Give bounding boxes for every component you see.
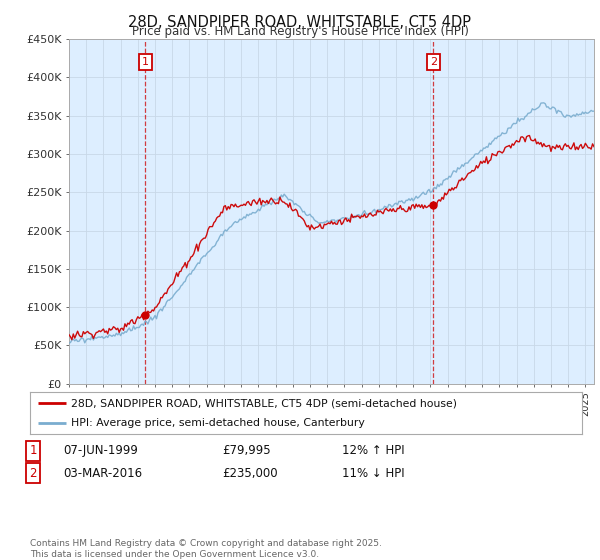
Text: 2: 2 — [430, 57, 437, 67]
Text: 28D, SANDPIPER ROAD, WHITSTABLE, CT5 4DP (semi-detached house): 28D, SANDPIPER ROAD, WHITSTABLE, CT5 4DP… — [71, 398, 457, 408]
Text: £79,995: £79,995 — [222, 444, 271, 458]
Text: 1: 1 — [142, 57, 149, 67]
Text: £235,000: £235,000 — [222, 466, 278, 480]
Text: 1: 1 — [29, 444, 37, 458]
Text: 03-MAR-2016: 03-MAR-2016 — [63, 466, 142, 480]
Text: Contains HM Land Registry data © Crown copyright and database right 2025.
This d: Contains HM Land Registry data © Crown c… — [30, 539, 382, 559]
Text: 12% ↑ HPI: 12% ↑ HPI — [342, 444, 404, 458]
Text: 28D, SANDPIPER ROAD, WHITSTABLE, CT5 4DP: 28D, SANDPIPER ROAD, WHITSTABLE, CT5 4DP — [128, 15, 472, 30]
Text: Price paid vs. HM Land Registry's House Price Index (HPI): Price paid vs. HM Land Registry's House … — [131, 25, 469, 38]
Text: HPI: Average price, semi-detached house, Canterbury: HPI: Average price, semi-detached house,… — [71, 418, 365, 428]
Text: 11% ↓ HPI: 11% ↓ HPI — [342, 466, 404, 480]
Text: 2: 2 — [29, 466, 37, 480]
Text: 07-JUN-1999: 07-JUN-1999 — [63, 444, 138, 458]
